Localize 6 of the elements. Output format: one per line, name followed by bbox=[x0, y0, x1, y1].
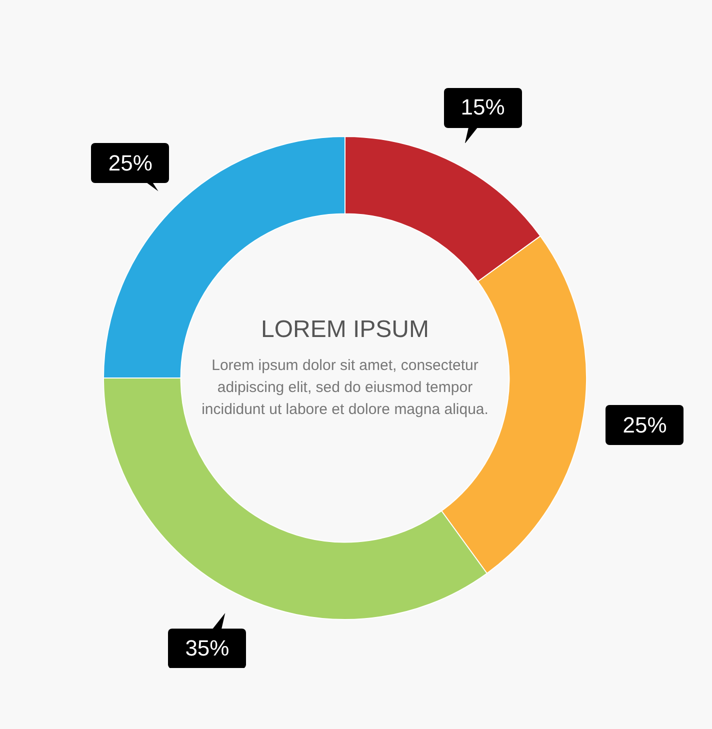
data-label: 25% bbox=[108, 150, 152, 176]
text: Lorem ipsum dolor sit amet, consectetur adipiscing elit, sed do eiusmod tempor incididunt ut labore et dolore magna aliqua. bbox=[200, 356, 490, 420]
data-label: 15% bbox=[460, 94, 505, 120]
data-label: 35% bbox=[185, 635, 230, 660]
text: LOREM IPSUM bbox=[260, 316, 430, 344]
data-label: 25% bbox=[622, 412, 667, 438]
